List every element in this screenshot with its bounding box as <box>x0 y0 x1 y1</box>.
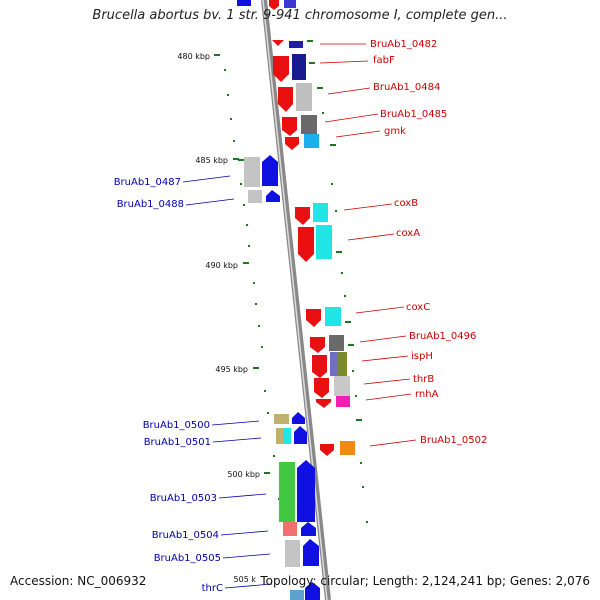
gene-bruab1-0501 <box>294 426 307 444</box>
tick-labels: 480 kbp 485 kbp 490 kbp 495 kbp 500 kbp … <box>177 52 260 584</box>
label-rnha[interactable]: rnhA <box>415 389 439 400</box>
chromosome-backbone-highlight <box>262 0 328 600</box>
gene-coxb <box>295 207 310 225</box>
map-title: Brucella abortus bv. 1 str. 9-941 chromo… <box>92 8 508 23</box>
forward-features <box>284 0 355 455</box>
reverse-features <box>244 157 304 600</box>
label-fabf[interactable]: fabF <box>373 55 395 66</box>
gene-top-blue <box>237 0 251 6</box>
gene-bruab1-0504 <box>301 522 316 536</box>
gene-gmk <box>285 137 299 150</box>
genome-summary-text: Topology: circular; Length: 2,124,241 bp… <box>260 574 590 588</box>
inner-ruler <box>224 69 283 522</box>
label-thrb[interactable]: thrB <box>413 374 434 385</box>
tick-label-505: 505 k <box>234 575 257 584</box>
label-bruab1-0501[interactable]: BruAb1_0501 <box>144 437 211 448</box>
label-bruab1-0500[interactable]: BruAb1_0500 <box>143 420 210 431</box>
label-bruab1-0504[interactable]: BruAb1_0504 <box>152 530 219 541</box>
gene-bruab1-0484 <box>278 87 293 112</box>
label-thrc[interactable]: thrC <box>202 583 223 594</box>
reverse-strand-genes <box>237 0 320 600</box>
gene-isph <box>312 355 327 378</box>
label-bruab1-0484[interactable]: BruAb1_0484 <box>373 82 440 93</box>
gene-thrb <box>314 378 329 398</box>
forward-strand-genes <box>269 0 334 456</box>
label-bruab1-0503[interactable]: BruAb1_0503 <box>150 493 217 504</box>
gene-rnha <box>316 399 331 408</box>
gene-bruab1-0485 <box>282 117 297 136</box>
gene-thrc <box>305 582 320 600</box>
label-bruab1-0496[interactable]: BruAb1_0496 <box>409 331 476 342</box>
outer-ruler <box>322 112 368 523</box>
label-bruab1-0482[interactable]: BruAb1_0482 <box>370 39 437 50</box>
tick-marks <box>214 40 362 474</box>
label-gmk[interactable]: gmk <box>384 126 406 137</box>
gene-fabf <box>273 56 289 82</box>
reverse-gene-labels: BruAb1_0487 BruAb1_0488 BruAb1_0500 BruA… <box>114 175 273 594</box>
chromosome-backbone <box>261 0 331 600</box>
gene-bruab1-0503 <box>297 460 315 522</box>
gene-top-red <box>269 0 279 10</box>
label-coxa[interactable]: coxA <box>396 228 420 239</box>
label-bruab1-0505[interactable]: BruAb1_0505 <box>154 553 221 564</box>
accession-text: Accession: NC_006932 <box>10 574 147 588</box>
tick-label-490: 490 kbp <box>205 261 238 270</box>
gene-bruab1-0487 <box>262 155 278 186</box>
tick-label-500: 500 kbp <box>227 470 260 479</box>
tick-label-480: 480 kbp <box>177 52 210 61</box>
label-bruab1-0485[interactable]: BruAb1_0485 <box>380 109 447 120</box>
tick-label-485: 485 kbp <box>195 156 228 165</box>
label-bruab1-0487[interactable]: BruAb1_0487 <box>114 177 181 188</box>
forward-gene-labels: BruAb1_0482 fabF BruAb1_0484 BruAb1_0485… <box>319 39 487 447</box>
gene-bruab1-0500 <box>292 412 305 424</box>
gene-bruab1-0502 <box>320 444 334 456</box>
gene-bruab1-0496 <box>310 337 325 353</box>
gene-bruab1-0488 <box>266 190 280 202</box>
label-coxc[interactable]: coxC <box>406 302 430 313</box>
gene-bruab1-0482 <box>272 40 284 46</box>
label-bruab1-0502[interactable]: BruAb1_0502 <box>420 435 487 446</box>
gene-coxc <box>306 309 321 327</box>
gene-coxa <box>298 227 314 262</box>
label-bruab1-0488[interactable]: BruAb1_0488 <box>117 199 184 210</box>
gene-bruab1-0505 <box>303 539 319 566</box>
label-isph[interactable]: ispH <box>411 351 433 362</box>
tick-label-495: 495 kbp <box>215 365 248 374</box>
label-coxb[interactable]: coxB <box>394 198 418 209</box>
